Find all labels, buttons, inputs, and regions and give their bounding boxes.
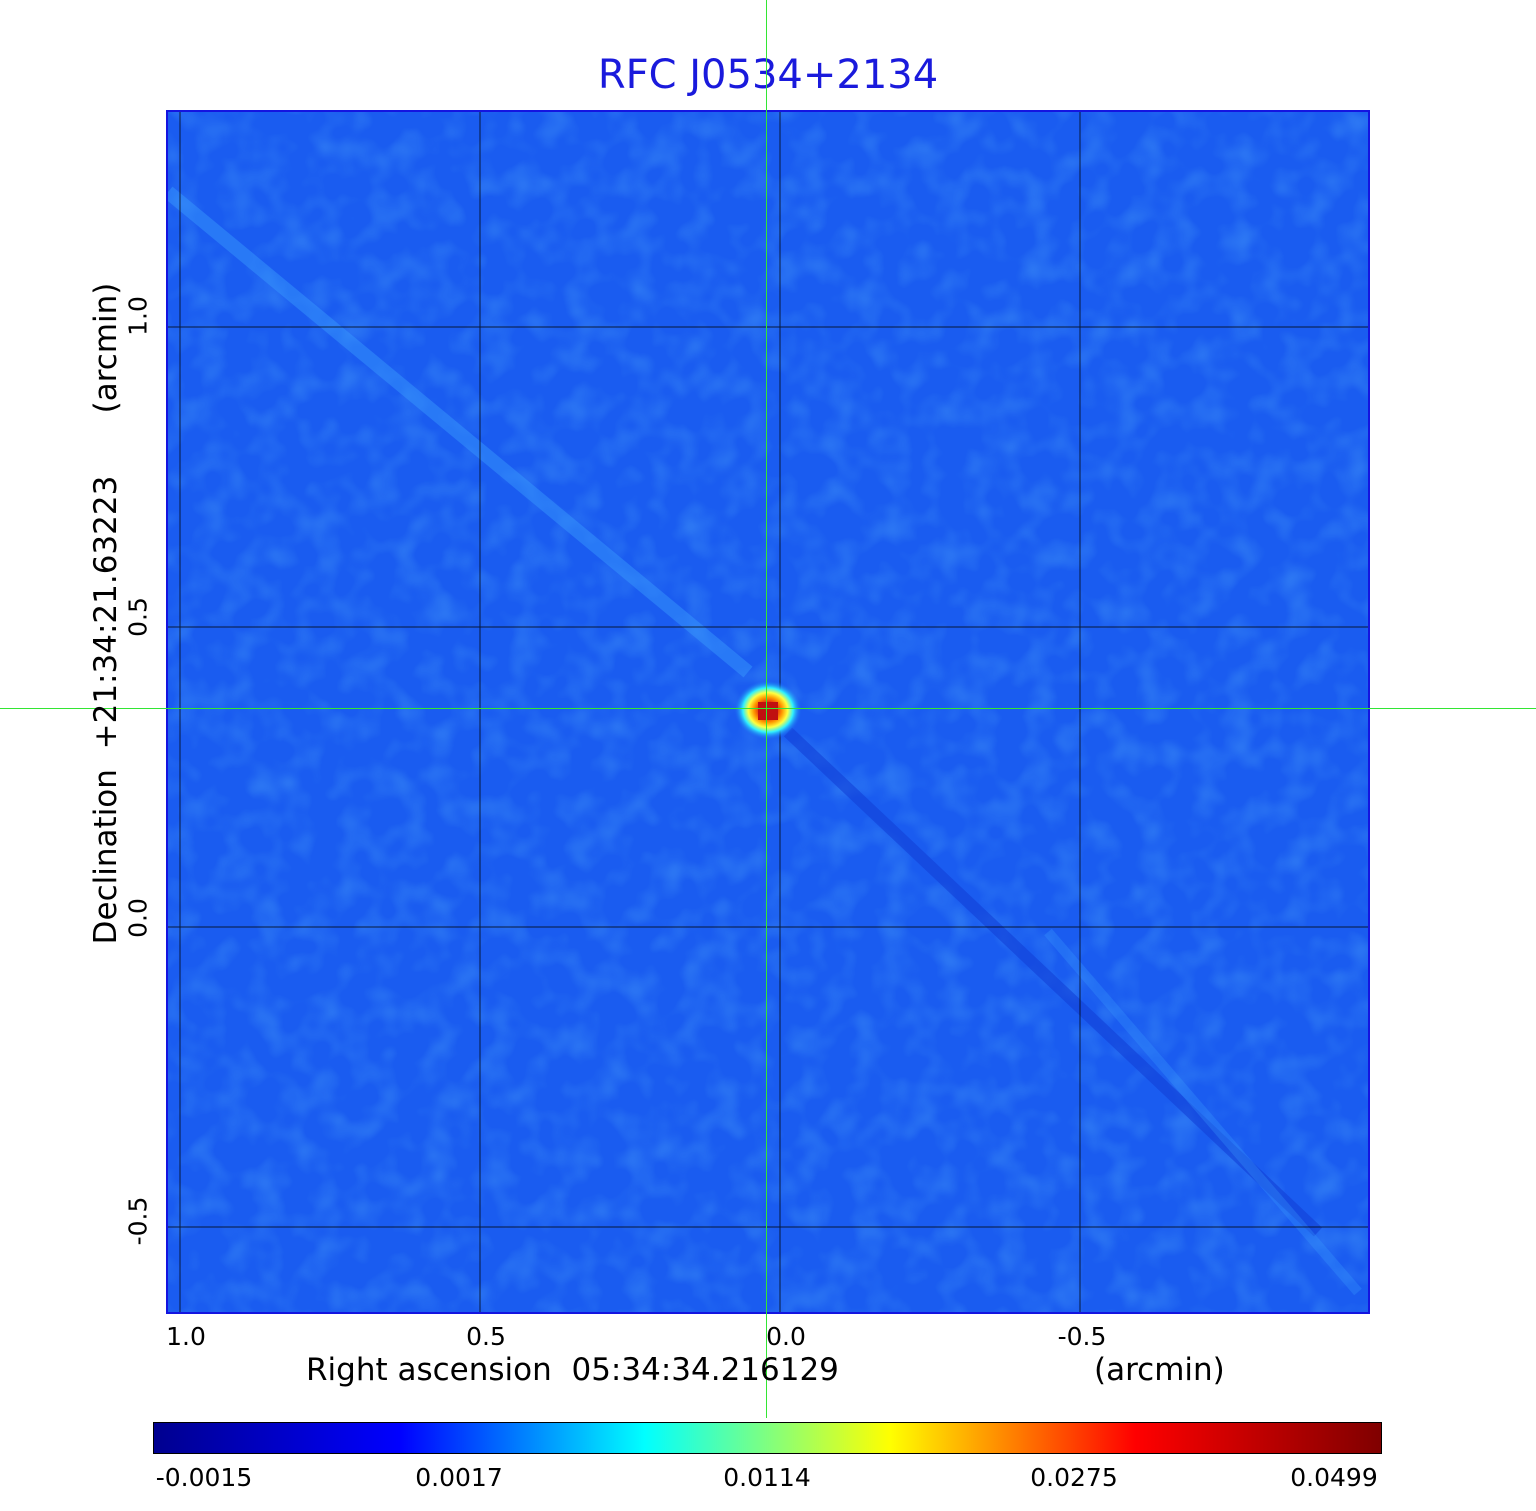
sidelobe-streak-faint (1044, 928, 1362, 1296)
crosshair-vertical (766, 0, 767, 1418)
y-tick-label: 0.5 (123, 597, 153, 637)
colorbar-tick-label: 0.0275 (1030, 1463, 1118, 1492)
y-axis-label: Declination +21:34:21.63223 (88, 475, 124, 945)
colorbar-tick-label: 0.0017 (415, 1463, 503, 1492)
crosshair-horizontal (0, 708, 1536, 709)
colorbar-tick-label: -0.0015 (155, 1463, 253, 1492)
colorbar-tick-label: 0.0114 (723, 1463, 811, 1492)
y-axis-unit: (arcmin) (88, 282, 124, 414)
x-tick-label: -0.5 (1057, 1322, 1107, 1351)
x-tick-label: 0.0 (766, 1322, 806, 1351)
radio-source-peak (758, 702, 778, 720)
radio-map-image[interactable] (166, 110, 1370, 1314)
x-tick-label: 0.5 (466, 1322, 506, 1351)
sidelobe-streak-dark (783, 727, 1323, 1237)
radio-map-canvas (168, 112, 1368, 1312)
grid-lines (168, 112, 1368, 1312)
colorbar-tick-label: 0.0499 (1290, 1463, 1378, 1492)
y-tick-label: 1.0 (123, 296, 153, 336)
x-tick-label: 1.0 (166, 1322, 206, 1351)
y-tick-label: 0.0 (123, 898, 153, 938)
x-axis-unit: (arcmin) (1094, 1352, 1225, 1388)
sidelobe-streak-bright (168, 186, 753, 678)
y-tick-label: -0.5 (123, 1196, 153, 1246)
map-title: RFC J0534+2134 (597, 52, 939, 98)
x-axis-label: Right ascension 05:34:34.216129 (306, 1352, 839, 1388)
colorbar (153, 1422, 1382, 1454)
